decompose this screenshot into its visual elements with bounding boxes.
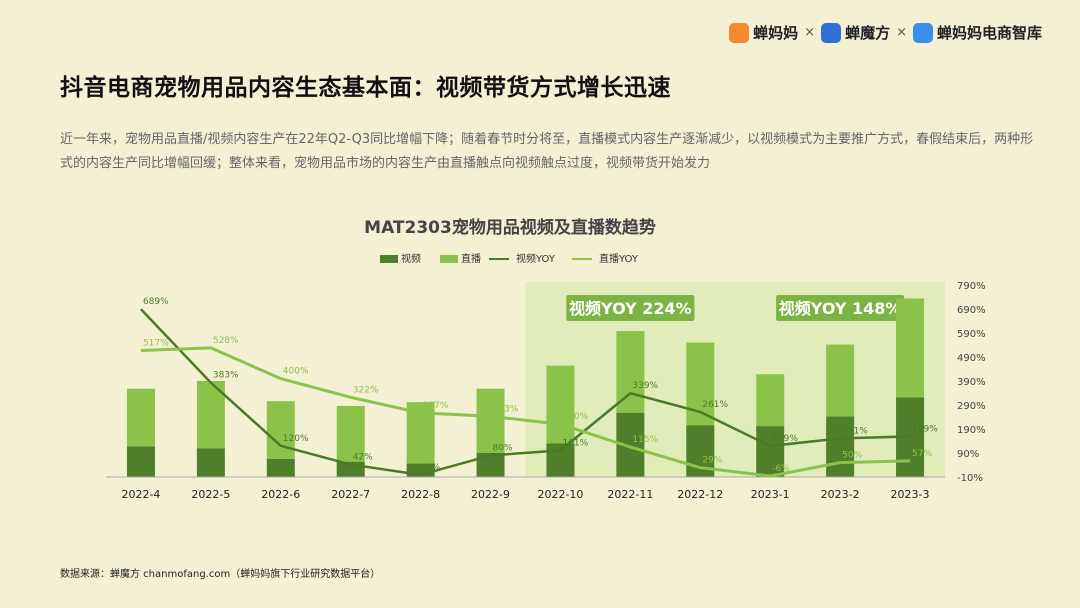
line-live-yoy <box>140 346 911 478</box>
data-label: 159% <box>912 424 938 434</box>
legend-label: 直播 <box>461 252 481 265</box>
data-label: 257% <box>423 401 449 411</box>
data-label: 50% <box>842 451 862 461</box>
chart-title: MAT2303宠物用品视频及直播数趋势 <box>364 217 656 238</box>
data-label: 517% <box>143 339 169 349</box>
legend-label: 视频YOY <box>516 252 556 265</box>
y-tick-label: 790% <box>957 281 986 292</box>
x-tick-label: 2022-12 <box>677 488 723 501</box>
x-tick-label: 2022-5 <box>191 488 230 501</box>
y-tick-label: 690% <box>957 305 986 316</box>
x-tick-label: 2023-3 <box>891 488 930 501</box>
data-label: 261% <box>702 400 728 410</box>
data-label: 119% <box>772 434 798 444</box>
bar-video <box>266 458 295 477</box>
line-video-yoy <box>140 308 911 477</box>
x-tick-label: 2022-6 <box>261 488 300 501</box>
x-tick-label: 2022-11 <box>607 488 653 501</box>
bar-live <box>756 374 785 427</box>
data-label: 115% <box>632 435 658 445</box>
y-tick-label: 390% <box>957 377 986 388</box>
data-label: 528% <box>213 336 239 346</box>
chart: 视频YOY 224% 视频YOY 148% MAT2303宠物用品视频及直播数趋势视… <box>106 217 986 501</box>
y-tick-label: 90% <box>957 449 979 460</box>
data-source: 数据来源：蝉魔方 chanmofang.com（蝉妈妈旗下行业研究数据平台） <box>60 569 381 580</box>
bar-video <box>546 443 575 477</box>
bar-video <box>126 446 155 477</box>
highlight-label: 视频YOY 224% <box>569 299 692 318</box>
bar-live <box>616 331 645 413</box>
legend-label: 直播YOY <box>599 252 639 265</box>
y-tick-label: 190% <box>957 425 986 436</box>
x-tick-label: 2023-1 <box>751 488 790 501</box>
data-label: 400% <box>283 367 309 377</box>
page-title: 抖音电商宠物用品内容生态基本面：视频带货方式增长迅速 <box>60 75 671 101</box>
data-label: 42% <box>353 453 373 463</box>
bar-live <box>336 405 365 462</box>
data-label: 120% <box>283 434 309 444</box>
logo-zhiku: 蝉妈妈电商智库 <box>912 22 1042 43</box>
y-tick-label: 590% <box>957 329 986 340</box>
data-label: 210% <box>562 412 588 422</box>
chanmofang-logo-icon <box>821 22 842 43</box>
logo-text-chanmama: 蝉妈妈 <box>753 24 799 42</box>
bar-video <box>196 448 225 477</box>
bar-live <box>476 388 505 453</box>
bar-video <box>826 416 855 477</box>
data-label: 151% <box>842 426 868 436</box>
highlight-label: 视频YOY 148% <box>779 299 902 318</box>
logo-separator: × <box>804 25 816 40</box>
highlight-label-bg <box>776 295 905 321</box>
y-tick-label: 290% <box>957 401 986 412</box>
bar-video <box>756 426 785 477</box>
legend-swatch <box>380 255 398 263</box>
x-tick-label: 2023-2 <box>821 488 860 501</box>
data-label: 689% <box>143 297 169 307</box>
chanmama-logo-icon <box>729 22 750 43</box>
data-label: 322% <box>353 385 379 395</box>
y-tick-label: -10% <box>957 473 983 484</box>
y-tick-label: 490% <box>957 353 986 364</box>
x-tick-label: 2022-9 <box>471 488 510 501</box>
logo-separator: × <box>896 25 907 40</box>
logo-text-chanmofang: 蝉魔方 <box>845 24 891 42</box>
data-label: 383% <box>213 371 239 381</box>
page-description: 近一年来，宠物用品直播/视频内容生产在22年Q2-Q3同比增幅下降；随着春节时分… <box>60 132 1034 171</box>
data-label: 29% <box>702 456 722 466</box>
brand-logos: 蝉妈妈 × 蝉魔方 × 蝉妈妈电商智库 <box>729 22 1042 43</box>
legend-swatch <box>440 255 458 263</box>
data-label: 243% <box>493 404 519 414</box>
highlight-label-bg <box>566 295 695 321</box>
data-label: 339% <box>632 381 658 391</box>
legend-label: 视频 <box>401 252 421 265</box>
zhiku-logo-icon <box>912 22 933 43</box>
data-label: 80% <box>493 443 513 453</box>
logo-chanmofang: 蝉魔方 <box>821 22 890 43</box>
data-label: -6% <box>772 464 790 474</box>
x-tick-label: 2022-10 <box>537 488 583 501</box>
bar-live <box>826 344 855 417</box>
x-tick-label: 2022-7 <box>331 488 370 501</box>
bar-live <box>546 365 575 444</box>
x-tick-label: 2022-8 <box>401 488 440 501</box>
data-label: 101% <box>562 438 588 448</box>
data-label: -1% <box>423 463 441 473</box>
data-label: 57% <box>912 449 932 459</box>
x-tick-label: 2022-4 <box>121 488 160 501</box>
bar-live <box>126 388 155 447</box>
logo-text-zhiku: 蝉妈妈电商智库 <box>936 24 1042 42</box>
bar-live <box>896 298 925 398</box>
logo-chanmama: 蝉妈妈 <box>729 22 798 43</box>
bar-live <box>266 401 295 459</box>
